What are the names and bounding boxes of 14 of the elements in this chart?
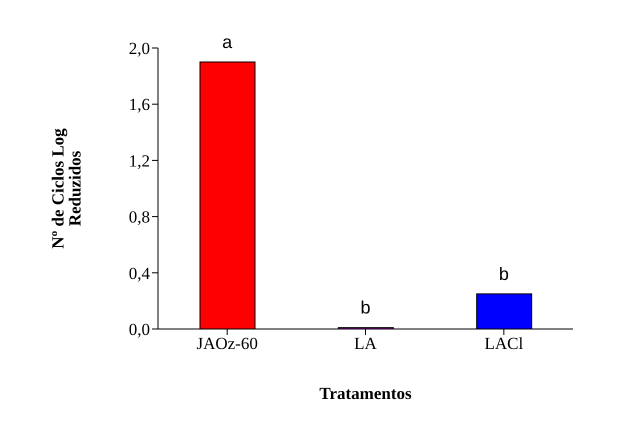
x-tick-label: JAOz-60: [196, 334, 258, 354]
x-axis-title: Tratamentos: [319, 384, 412, 403]
x-tick-label: LA: [354, 334, 378, 354]
y-axis-title: Nº de Ciclos Log Reduzidos: [48, 128, 85, 249]
y-tick-label: 0,8: [128, 208, 150, 227]
y-tick-label: 2,0: [128, 39, 150, 58]
annotation: b: [498, 264, 509, 284]
annotation: a: [222, 32, 234, 52]
y-tick-label: 1,2: [128, 151, 150, 170]
y-tick-label: 1,6: [128, 95, 150, 114]
y-tick-label: 0,0: [128, 320, 150, 340]
annotation: b: [360, 298, 371, 318]
x-tick-label: LACl: [484, 334, 524, 354]
y-tick-label: 0,4: [128, 264, 150, 283]
